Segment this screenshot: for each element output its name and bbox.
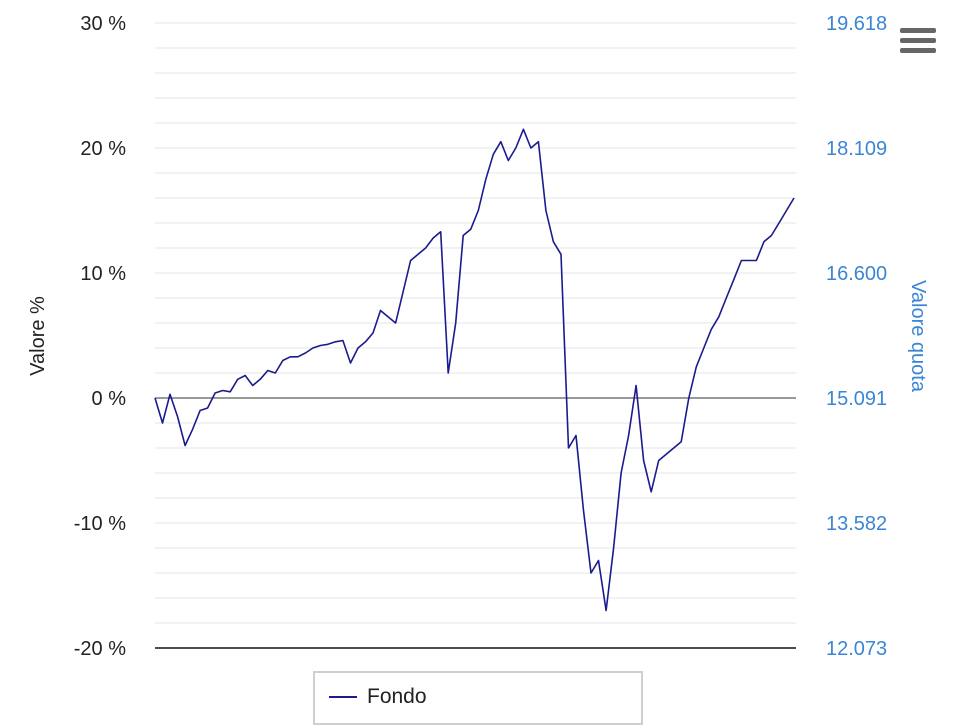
legend-swatch [329,696,357,698]
y-tick-left: 20 % [80,138,126,160]
legend-label: Fondo [367,685,427,708]
y-tick-left: -10 % [74,513,126,535]
y-axis-title-right: Valore quota [907,280,929,393]
menu-icon [900,38,936,43]
menu-icon [900,28,936,33]
y-tick-left: 10 % [80,263,126,285]
y-tick-right: 12.073 [826,638,887,660]
y-tick-right: 13.582 [826,513,887,535]
grid-lines [155,22,796,624]
y-tick-left: 0 % [92,388,127,410]
y-axis-left-ticks: 30 % 20 % 10 % 0 % -10 % -20 % [74,13,126,660]
series-line-fondo [154,128,795,612]
legend-item-fondo[interactable]: Fondo [329,685,427,709]
y-axis-right-ticks: 19.618 18.109 16.600 15.091 13.582 12.07… [826,13,887,660]
menu-icon [900,48,936,53]
y-tick-right: 15.091 [826,388,887,410]
y-tick-left: 30 % [80,13,126,35]
legend: Fondo [313,671,643,725]
y-tick-right: 16.600 [826,263,887,285]
chart-menu-button[interactable] [900,28,936,56]
y-axis-title-left: Valore % [27,296,49,376]
y-tick-right: 18.109 [826,138,887,160]
y-tick-right: 19.618 [826,13,887,35]
y-tick-left: -20 % [74,638,126,660]
